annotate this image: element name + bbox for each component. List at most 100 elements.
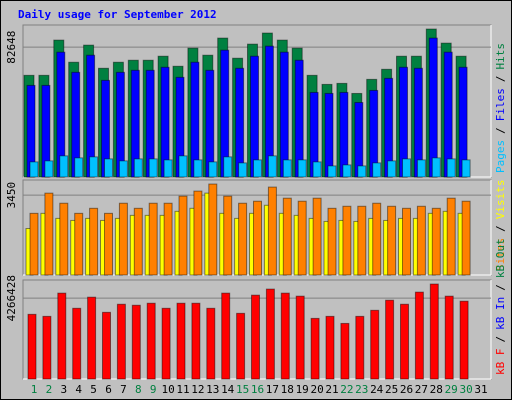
legend-entry: kB In	[494, 297, 507, 330]
bar	[178, 195, 188, 276]
x-tick-label: 6	[105, 383, 112, 396]
x-tick-label: 18	[281, 383, 294, 396]
bar	[87, 296, 97, 380]
x-tick-label: 30	[459, 383, 472, 396]
x-tick-label: 13	[206, 383, 219, 396]
bar	[131, 304, 141, 380]
bar	[446, 158, 456, 178]
bar	[251, 294, 260, 380]
bar	[444, 295, 454, 380]
bar	[280, 292, 290, 380]
bar	[414, 291, 424, 380]
x-tick-label: 5	[90, 383, 97, 396]
bar	[223, 156, 233, 178]
bar	[178, 155, 188, 178]
bar	[104, 212, 113, 276]
bar	[342, 164, 352, 178]
x-tick-label: 31	[474, 383, 487, 396]
bar	[146, 302, 156, 380]
bar	[279, 51, 289, 178]
bar	[297, 159, 307, 178]
bar	[161, 307, 171, 380]
bar	[148, 158, 158, 178]
bar	[193, 159, 203, 178]
bar	[339, 91, 349, 178]
bar	[416, 159, 426, 178]
bar	[267, 186, 277, 276]
bar	[74, 157, 84, 178]
bar	[312, 197, 322, 276]
x-tick-label: 10	[161, 383, 174, 396]
x-tick-label: 26	[400, 383, 413, 396]
x-tick-label: 23	[355, 383, 368, 396]
bar	[133, 158, 143, 178]
bar	[446, 197, 456, 276]
bar	[295, 295, 305, 380]
bar	[118, 160, 128, 178]
legend-entry: Sites	[494, 238, 507, 271]
x-tick-label: 2	[46, 383, 53, 396]
x-tick-label: 20	[310, 383, 323, 396]
bar	[133, 207, 143, 276]
bar	[461, 159, 471, 178]
bar	[74, 212, 84, 276]
x-tick-label: 8	[135, 383, 142, 396]
bar	[208, 161, 218, 178]
x-tick-label: 3	[60, 383, 67, 396]
bar	[223, 195, 233, 276]
bar	[238, 202, 248, 276]
bar	[44, 192, 54, 276]
bar	[44, 160, 54, 178]
bar	[89, 207, 99, 276]
bar	[163, 159, 173, 178]
bar	[176, 302, 186, 380]
bar	[372, 162, 382, 178]
x-tick-label: 9	[150, 383, 157, 396]
x-tick-label: 14	[221, 383, 235, 396]
x-tick-label: 15	[236, 383, 249, 396]
bar	[387, 160, 397, 178]
bar	[29, 212, 39, 276]
legend-separator: /	[494, 284, 507, 291]
bar	[102, 311, 111, 380]
x-tick-label: 21	[325, 383, 338, 396]
bar	[253, 159, 262, 178]
bar	[324, 92, 334, 178]
legend: Sites / Visits	[494, 180, 507, 272]
bar	[89, 156, 99, 178]
bar	[42, 315, 52, 380]
bar	[342, 205, 352, 276]
bar	[297, 200, 307, 276]
bar	[387, 205, 397, 276]
bar	[402, 158, 411, 178]
bar	[370, 309, 380, 380]
bar	[191, 302, 201, 380]
x-tick-label: 16	[251, 383, 264, 396]
bar	[238, 162, 248, 178]
x-tick-label: 29	[445, 383, 458, 396]
bar	[29, 161, 39, 178]
x-tick-label: 25	[385, 383, 398, 396]
x-tick-label: 27	[415, 383, 428, 396]
legend-separator: /	[494, 336, 507, 343]
bar	[431, 157, 441, 178]
bar	[193, 190, 203, 276]
bar	[355, 315, 365, 380]
x-tick-label: 11	[176, 383, 189, 396]
x-tick-label: 12	[191, 383, 204, 396]
bar	[327, 207, 337, 276]
y-tick-label: 82648	[5, 31, 18, 64]
bar	[27, 313, 37, 380]
bar	[104, 158, 113, 178]
y-tick-label: 3450	[5, 182, 18, 209]
bar	[327, 165, 337, 178]
x-tick-label: 28	[430, 383, 443, 396]
bar	[205, 69, 215, 178]
bar	[416, 205, 426, 276]
bar	[461, 200, 471, 276]
bar	[357, 165, 367, 178]
bar	[357, 205, 367, 276]
bar	[221, 292, 231, 380]
x-tick-label: 7	[120, 383, 127, 396]
